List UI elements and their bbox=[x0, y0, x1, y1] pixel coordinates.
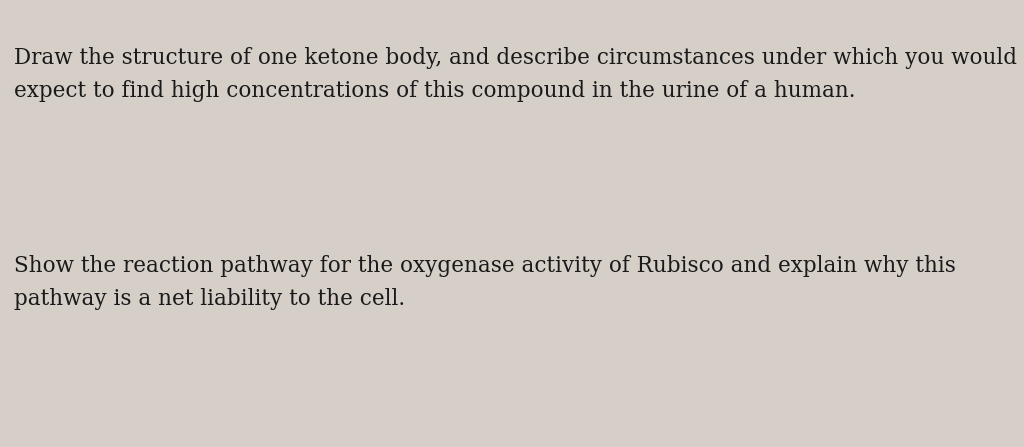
Text: pathway is a net liability to the cell.: pathway is a net liability to the cell. bbox=[14, 288, 406, 310]
Text: Draw the structure of one ketone body, and describe circumstances under which yo: Draw the structure of one ketone body, a… bbox=[14, 47, 1018, 69]
Text: Show the reaction pathway for the oxygenase activity of Rubisco and explain why : Show the reaction pathway for the oxygen… bbox=[14, 255, 956, 277]
Text: expect to find high concentrations of this compound in the urine of a human.: expect to find high concentrations of th… bbox=[14, 80, 856, 102]
